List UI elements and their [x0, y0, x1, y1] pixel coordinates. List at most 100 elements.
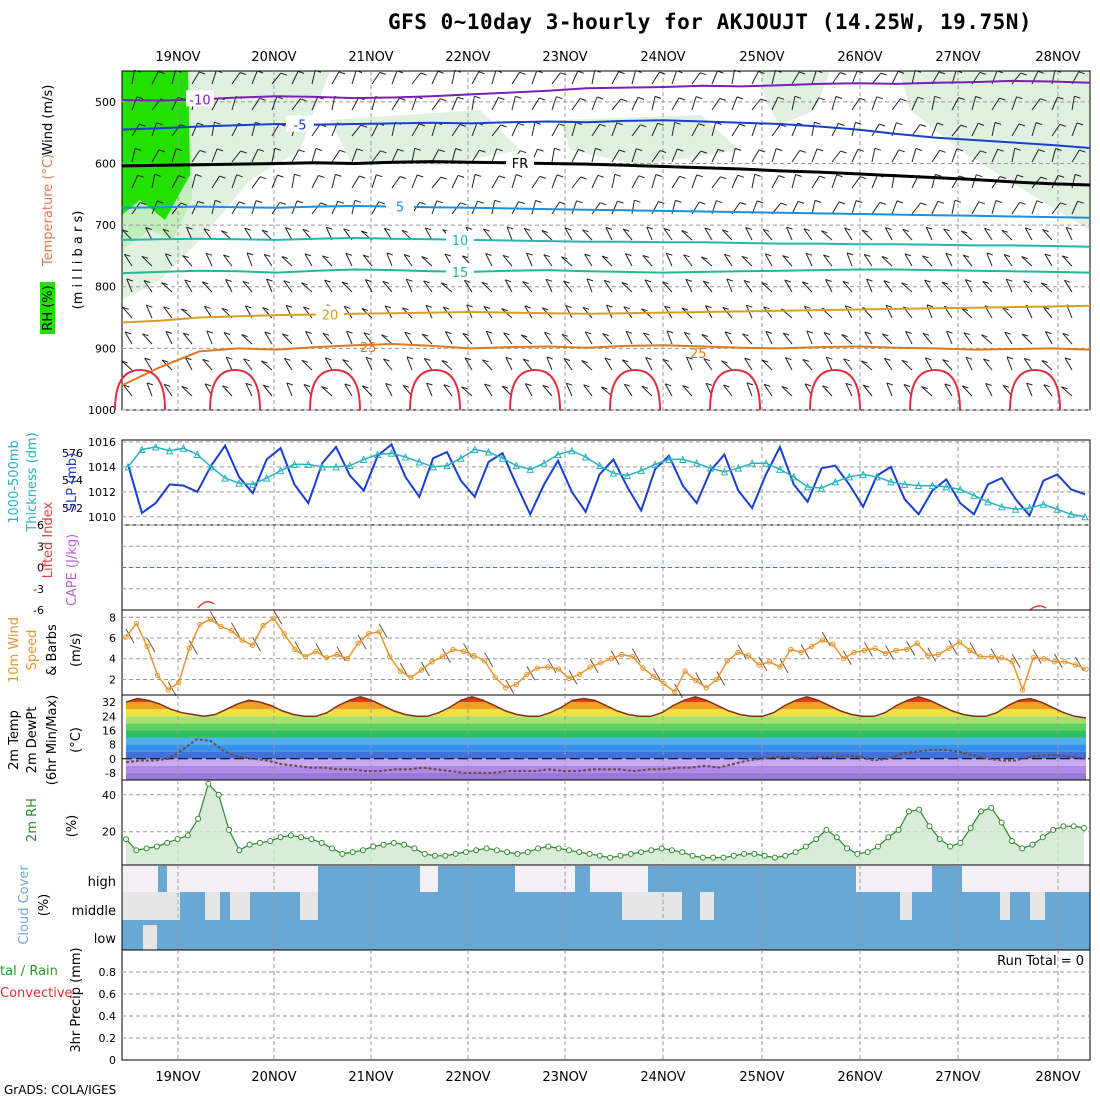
wind-barb — [1023, 358, 1033, 371]
chart-title: GFS 0~10day 3-hourly for AKJOUJT (14.25W… — [388, 10, 1033, 34]
thickness-marker — [956, 485, 964, 493]
rh2m-ylabel-unit: (%) — [65, 815, 80, 838]
wind-barb — [361, 385, 373, 397]
wind-barb — [163, 306, 173, 319]
thickness-marker — [1081, 512, 1089, 521]
wind-barb — [404, 331, 413, 345]
warm-contour — [909, 368, 961, 411]
wind-barb — [561, 333, 569, 337]
wind-barb — [1036, 200, 1043, 204]
wind-barb — [560, 72, 567, 76]
wind-barb — [724, 331, 733, 345]
wind10m-barb — [674, 683, 684, 699]
temp2m-line — [125, 696, 1087, 719]
wind-barb — [744, 357, 751, 361]
wind-barb — [445, 331, 452, 335]
wind-barb — [791, 150, 801, 163]
wind-barb — [1074, 173, 1082, 177]
wind-barb — [501, 385, 509, 389]
wind-barb — [1006, 356, 1013, 371]
wind-barb — [980, 150, 987, 154]
wind-barb — [731, 148, 736, 163]
wind-barb — [685, 279, 693, 293]
wind-barb — [511, 123, 519, 137]
wind-barb — [864, 331, 871, 335]
wind-barb — [775, 69, 782, 73]
wind-barb — [545, 279, 553, 293]
wind-barb — [1021, 256, 1028, 260]
wind-barb — [1038, 149, 1045, 153]
wind-barb — [451, 124, 461, 137]
isotherm-label: 5 — [396, 201, 404, 216]
wind-barb — [239, 72, 247, 75]
wind-barb — [551, 148, 555, 163]
wind-barb — [578, 149, 585, 152]
wind-barb — [722, 307, 733, 319]
wind-barb — [703, 280, 710, 284]
wind-barb — [961, 308, 973, 319]
wind-barb — [144, 357, 153, 371]
wind-barb — [942, 359, 953, 371]
wind-barb — [851, 200, 857, 215]
wind-barb — [459, 123, 466, 127]
rh2m-point — [483, 845, 490, 852]
upper-air-ylabel-wind: Wind (m/s) — [41, 85, 56, 156]
wind10m-point — [323, 654, 330, 661]
wind-barb — [784, 279, 793, 293]
wind10m-point — [387, 653, 393, 660]
rh2m-point — [833, 834, 840, 841]
wind10m-point — [418, 667, 425, 673]
rh2m-point — [308, 836, 315, 843]
wind10m-point — [724, 658, 731, 664]
wind-barb — [451, 70, 456, 85]
wind-barb — [982, 281, 993, 293]
wind-barb — [946, 330, 953, 334]
wind-barb — [1023, 280, 1030, 284]
wind10m-point — [640, 665, 646, 671]
thickness-marker — [512, 461, 521, 470]
wind-barb — [765, 330, 773, 334]
wind-barb — [791, 96, 796, 111]
wind-barb — [971, 123, 979, 137]
date-label-top: 22NOV — [445, 50, 490, 65]
wind-barb — [631, 70, 637, 85]
wind-barb — [723, 384, 733, 397]
wind-barb — [515, 95, 522, 99]
slp-tick: 1010 — [88, 511, 116, 524]
cloud-mid-bar — [1010, 892, 1030, 920]
wind-barb — [266, 278, 273, 282]
wind-barb — [294, 173, 301, 177]
wind-barb — [842, 280, 850, 284]
wind-barb — [426, 382, 433, 386]
wind-barb — [291, 71, 299, 85]
wind-barb — [523, 358, 530, 362]
wind-barb — [281, 256, 288, 259]
wind-barb — [945, 252, 953, 256]
wind-barb — [591, 148, 596, 163]
wind-barb — [983, 358, 990, 362]
wind-barb — [221, 307, 229, 311]
wind-barb — [986, 252, 993, 267]
rh2m-point — [689, 852, 696, 859]
rh2m-point — [1029, 841, 1036, 848]
wind-barb — [786, 226, 793, 241]
cloud-high-bar — [932, 866, 962, 892]
wind-barb — [221, 230, 228, 234]
wind-barb — [896, 200, 904, 204]
rh2m-point — [792, 849, 799, 856]
rh2m-point — [741, 850, 748, 857]
wind-barb — [943, 228, 950, 232]
wind-barb — [782, 332, 793, 345]
wind-barb — [246, 252, 254, 256]
wind10m-point — [682, 668, 688, 674]
wind-barb — [857, 148, 865, 152]
wind-barb — [999, 97, 1006, 101]
wind-barb — [361, 308, 368, 311]
wind-barb — [260, 176, 267, 180]
wind10m-point — [745, 652, 752, 659]
wind-barb — [551, 96, 557, 111]
wind10m-barb — [378, 623, 388, 639]
wind10m-point — [1020, 687, 1026, 693]
wind-barb — [404, 331, 411, 335]
wind-barb — [554, 147, 561, 151]
